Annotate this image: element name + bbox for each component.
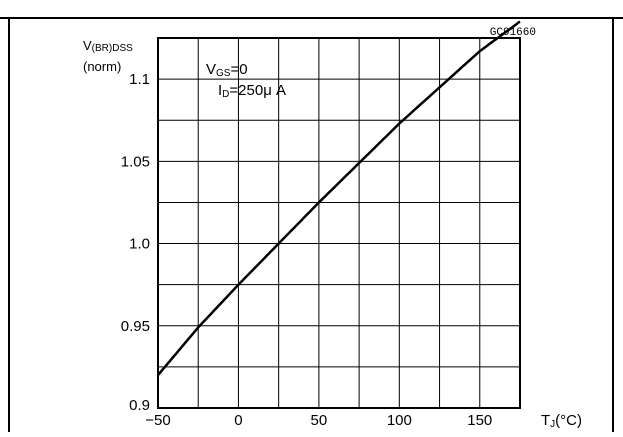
- x-tick-label: 0: [234, 412, 242, 429]
- y-tick-label: 1.0: [129, 236, 150, 253]
- x-axis-label: TJ(°C): [541, 412, 582, 430]
- annotation-vgs: VGS=0: [206, 61, 248, 79]
- x-tick-label: 100: [387, 412, 412, 429]
- y-tick-label: 0.95: [121, 318, 150, 335]
- series-line: [157, 20, 521, 376]
- y-axis-unit: (norm): [83, 59, 121, 74]
- y-tick-label: 1.05: [121, 153, 150, 170]
- tick-labels: −50 0 50 100 150 0.9 0.95 1.0 1.05 1.1: [121, 71, 492, 429]
- annotation-id: ID=250μ A: [218, 82, 286, 100]
- plot-frame: [157, 37, 521, 409]
- y-tick-label: 0.9: [129, 397, 150, 414]
- y-tick-label: 1.1: [129, 71, 150, 88]
- x-tick-label: 150: [467, 412, 492, 429]
- grid: [158, 38, 520, 408]
- x-tick-label: −50: [145, 412, 170, 429]
- x-tick-label: 50: [311, 412, 328, 429]
- y-axis-label: V(BR)DSS: [83, 38, 133, 54]
